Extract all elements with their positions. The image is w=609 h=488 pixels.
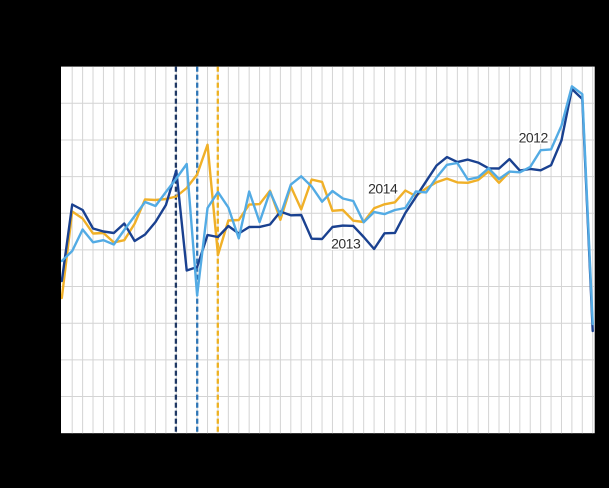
svg-text:2013: 2013 [331, 235, 361, 251]
svg-text:2014: 2014 [368, 181, 398, 197]
svg-text:2012: 2012 [519, 130, 549, 146]
